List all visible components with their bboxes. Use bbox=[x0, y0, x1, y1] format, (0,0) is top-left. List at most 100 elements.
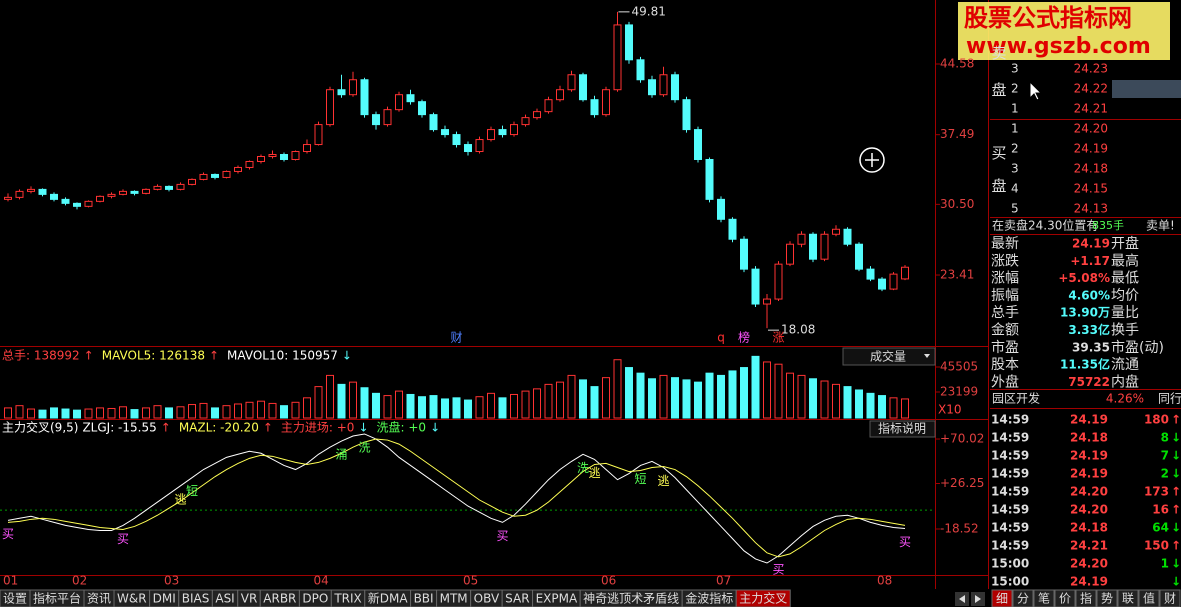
buy-level: 4 bbox=[1011, 182, 1019, 196]
y-tick-label: +26.25 bbox=[940, 476, 984, 490]
volume-bar bbox=[786, 372, 794, 419]
indicator-help[interactable]: 指标说明 bbox=[878, 421, 926, 436]
tab-label[interactable]: DMI bbox=[153, 592, 176, 606]
x-tick-label: 03 bbox=[164, 574, 179, 588]
volume-bar bbox=[360, 387, 369, 419]
tab-label[interactable]: 金波指标 bbox=[685, 591, 733, 606]
candle-body bbox=[418, 101, 426, 116]
volume-bar bbox=[199, 402, 208, 419]
tab-label[interactable]: 主力交叉 bbox=[739, 591, 787, 606]
candle-body bbox=[337, 89, 346, 96]
tab-label[interactable]: BBI bbox=[414, 592, 434, 606]
side-tab-label[interactable]: 财 bbox=[1164, 592, 1176, 606]
side-tab[interactable] bbox=[1159, 589, 1181, 607]
volume-bar bbox=[314, 386, 323, 419]
volume-bar bbox=[50, 407, 58, 419]
side-tab-label[interactable]: 势 bbox=[1101, 592, 1113, 606]
candle-body bbox=[533, 111, 541, 119]
side-tab-label[interactable]: 值 bbox=[1143, 591, 1155, 606]
y-tick-label: +70.02 bbox=[940, 432, 984, 446]
candle-body bbox=[395, 94, 403, 111]
tab-label[interactable]: DPO bbox=[302, 592, 328, 606]
tick-volume: 7 bbox=[1161, 449, 1169, 463]
candle-body bbox=[222, 170, 231, 178]
tick-price: 24.18 bbox=[1070, 521, 1108, 535]
tick-arrow: ↑ bbox=[1171, 485, 1181, 499]
volume-bar bbox=[418, 396, 426, 419]
tab-label[interactable]: MTM bbox=[440, 592, 468, 606]
tab-label[interactable]: BIAS bbox=[182, 592, 210, 606]
volume-bar bbox=[602, 377, 610, 419]
stat-label: 最新 bbox=[991, 236, 1019, 252]
volume-bar bbox=[901, 398, 909, 419]
volume-bar bbox=[659, 374, 668, 419]
signal-label: 买 bbox=[2, 527, 14, 541]
side-tab[interactable] bbox=[1096, 589, 1118, 607]
event-marker[interactable]: q bbox=[717, 331, 725, 345]
candle-body bbox=[866, 268, 875, 280]
candle-body bbox=[429, 114, 438, 131]
side-tab[interactable] bbox=[1012, 589, 1034, 607]
volume-bar bbox=[73, 409, 81, 419]
tab-label[interactable]: ASI bbox=[215, 592, 234, 606]
indicator-help-button[interactable] bbox=[869, 420, 936, 438]
side-tab[interactable] bbox=[991, 589, 1013, 607]
event-marker[interactable]: 榜 bbox=[738, 330, 750, 345]
candle-body bbox=[107, 193, 116, 197]
tab-label[interactable]: 设置 bbox=[3, 592, 27, 606]
event-marker[interactable]: 涨 bbox=[772, 330, 784, 345]
sell-level: 1 bbox=[1011, 102, 1019, 116]
side-tab[interactable] bbox=[1138, 589, 1160, 607]
side-tab-label[interactable]: 笔 bbox=[1038, 591, 1050, 606]
side-tab[interactable] bbox=[1075, 589, 1097, 607]
tab-label[interactable]: VR bbox=[241, 592, 258, 606]
stat-label: 外盘 bbox=[991, 373, 1019, 390]
volume-bar bbox=[153, 405, 162, 419]
candle-body bbox=[648, 79, 656, 96]
candle-body bbox=[452, 134, 461, 146]
tab-label[interactable]: TRIX bbox=[333, 592, 361, 606]
stat-label: 股本 bbox=[991, 357, 1019, 373]
watermark-title: 股票公式指标网 bbox=[964, 4, 1132, 32]
signal-label: 涌 bbox=[335, 448, 347, 462]
x-tick-label: 06 bbox=[601, 574, 616, 588]
side-tab-label[interactable]: 联 bbox=[1122, 592, 1134, 606]
tab-label[interactable]: 资讯 bbox=[87, 592, 111, 606]
tab-label[interactable]: OBV bbox=[474, 592, 500, 606]
x-tick-label: 08 bbox=[877, 574, 892, 588]
tab-label[interactable]: 神奇逃顶术矛盾线 bbox=[583, 592, 679, 606]
volume-selector[interactable] bbox=[842, 347, 936, 366]
candle-body bbox=[360, 79, 369, 116]
side-tab-label[interactable]: 分 bbox=[1017, 592, 1029, 606]
stat-value: 24.19 bbox=[1072, 237, 1110, 251]
side-tab-label[interactable]: 价 bbox=[1059, 592, 1071, 606]
side-tab-label[interactable]: 指 bbox=[1080, 591, 1092, 606]
candle-body bbox=[96, 195, 104, 202]
stat-value: 11.35亿 bbox=[1060, 357, 1110, 372]
x-tick-label: 07 bbox=[716, 574, 731, 588]
side-tab[interactable] bbox=[1033, 589, 1055, 607]
side-tab-label[interactable]: 细 bbox=[996, 592, 1008, 606]
tab-label[interactable]: W&R bbox=[117, 592, 147, 606]
stat-value: 75722 bbox=[1068, 375, 1110, 389]
volume-bar bbox=[487, 392, 495, 419]
tab-label[interactable]: 新DMA bbox=[368, 591, 409, 606]
side-tab[interactable] bbox=[1117, 589, 1139, 607]
event-marker[interactable]: 财 bbox=[450, 331, 462, 345]
notice-volume: 835手 bbox=[1092, 218, 1124, 232]
volume-selector-label[interactable]: 成交量 bbox=[870, 349, 906, 364]
tab-label[interactable]: ARBR bbox=[263, 592, 296, 606]
tab[interactable] bbox=[735, 589, 791, 607]
y-tick-label: 30.50 bbox=[940, 197, 974, 211]
tab-label[interactable]: SAR bbox=[505, 592, 529, 606]
tick-arrow: ↑ bbox=[1171, 413, 1181, 427]
signal-label: 买 bbox=[899, 535, 911, 549]
tab-label[interactable]: EXPMA bbox=[536, 592, 578, 606]
side-tab[interactable] bbox=[1054, 589, 1076, 607]
signal-label: 逃 bbox=[174, 492, 186, 506]
volume-bar bbox=[533, 388, 541, 419]
tab-label[interactable]: 指标平台 bbox=[33, 591, 81, 606]
volume-bar bbox=[625, 367, 633, 419]
sell-level: 3 bbox=[1011, 62, 1019, 76]
stat-label: 流通 bbox=[1111, 357, 1139, 373]
